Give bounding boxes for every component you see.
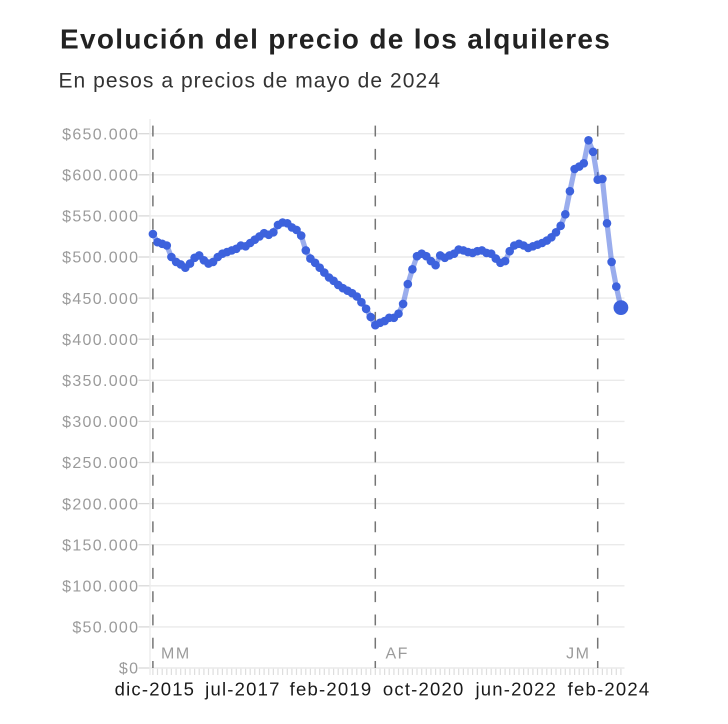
svg-text:$550.000: $550.000 bbox=[62, 209, 139, 226]
svg-text:En pesos a precios de mayo de: En pesos a precios de mayo de 2024 bbox=[59, 70, 441, 93]
svg-text:JM: JM bbox=[566, 646, 590, 663]
svg-text:$250.000: $250.000 bbox=[62, 455, 139, 472]
svg-text:MM: MM bbox=[161, 646, 191, 663]
svg-text:$600.000: $600.000 bbox=[62, 168, 139, 185]
svg-text:oct-2020: oct-2020 bbox=[383, 679, 465, 700]
svg-text:$100.000: $100.000 bbox=[62, 579, 139, 596]
svg-text:jul-2017: jul-2017 bbox=[204, 679, 280, 700]
svg-text:feb-2024: feb-2024 bbox=[568, 679, 651, 700]
svg-text:$50.000: $50.000 bbox=[72, 620, 139, 637]
svg-text:$0: $0 bbox=[119, 661, 139, 678]
svg-text:AF: AF bbox=[386, 646, 409, 663]
svg-text:$350.000: $350.000 bbox=[62, 373, 139, 390]
svg-text:jun-2022: jun-2022 bbox=[474, 679, 557, 700]
svg-text:$400.000: $400.000 bbox=[62, 332, 139, 349]
svg-text:$300.000: $300.000 bbox=[62, 414, 139, 431]
svg-text:$150.000: $150.000 bbox=[62, 537, 139, 554]
svg-text:$450.000: $450.000 bbox=[62, 291, 139, 308]
svg-text:dic-2015: dic-2015 bbox=[115, 679, 196, 700]
svg-text:$200.000: $200.000 bbox=[62, 496, 139, 513]
svg-text:$500.000: $500.000 bbox=[62, 250, 139, 267]
svg-text:feb-2019: feb-2019 bbox=[290, 679, 373, 700]
svg-text:Evolución del precio de los al: Evolución del precio de los alquileres bbox=[60, 24, 611, 55]
svg-text:$650.000: $650.000 bbox=[62, 126, 139, 143]
